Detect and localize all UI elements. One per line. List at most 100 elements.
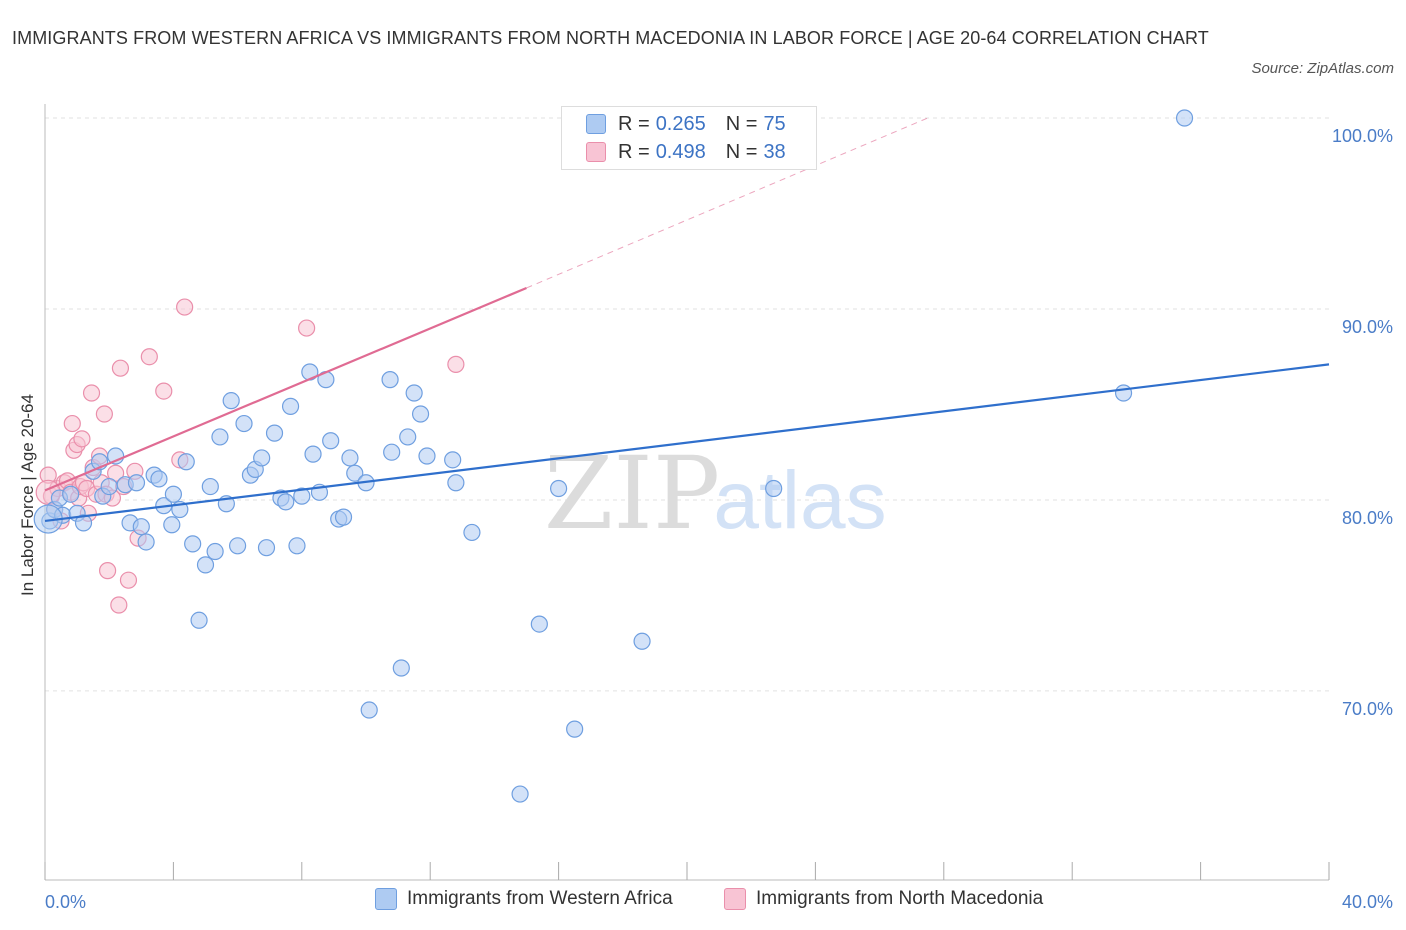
legend-label: Immigrants from North Macedonia [756,888,1044,909]
western-africa-point [447,474,465,492]
western-africa-point [184,535,202,553]
n-label: N = [725,112,758,135]
western-africa-point [399,428,417,446]
north-macedonia-point [63,414,81,433]
legend-swatch-pink [586,142,606,162]
western-africa-point [74,514,93,532]
western-africa-point [206,542,224,561]
north-macedonia-point [298,319,316,337]
watermark-zip: ZIP [544,435,720,552]
y-tick-label: 100.0% [1332,126,1393,146]
western-africa-point [190,611,208,629]
chart-title: IMMIGRANTS FROM WESTERN AFRICA VS IMMIGR… [12,28,1209,48]
western-africa-point [257,539,276,557]
western-africa-point [62,485,80,503]
western-africa-point [392,659,410,677]
correlation-legend: R = 0.265 N = 75 R = 0.498 N = 38 [561,106,817,170]
x-tick-label-start: 0.0% [45,892,86,912]
western-africa-point [288,537,306,555]
north-macedonia-point [82,384,101,402]
tick-labels: 70.0% 80.0% 90.0% 100.0% 0.0% 40.0% [45,126,1393,912]
legend-row-western-africa: R = 0.265 N = 75 [586,111,786,137]
legend-label: Immigrants from Western Africa [407,888,673,909]
north-macedonia-point [447,355,465,373]
trend-lines [44,117,1330,523]
western-africa-point [405,384,423,402]
legend-swatch-blue [586,114,606,134]
x-tick-label-end: 40.0% [1342,892,1393,912]
legend-swatch-blue [375,888,397,910]
western-africa-point [346,464,364,482]
legend-item-western-africa: Immigrants from Western Africa [375,888,673,910]
western-africa-point [334,508,353,526]
y-tick-label: 80.0% [1342,508,1393,528]
western-africa-point [1114,384,1133,402]
western-africa-point [293,487,311,505]
trend-line-western-africa [44,363,1330,523]
trend-line-north-macedonia [44,286,527,492]
western-africa-point [444,451,462,469]
western-africa-point [164,485,182,503]
north-macedonia-point [176,298,194,316]
r-label: R = [618,140,650,163]
western-africa-point [765,479,783,498]
legend-row-north-macedonia: R = 0.498 N = 38 [586,139,786,165]
western-africa-point [322,432,340,450]
north-macedonia-point [111,359,130,377]
n-value: 38 [763,140,786,163]
north-macedonia-point [140,348,158,366]
north-macedonia-point [95,405,113,423]
watermark: ZIP atlas [544,435,887,552]
western-africa-point [150,470,168,488]
y-tick-label: 90.0% [1342,317,1393,337]
western-africa-point [132,518,150,536]
western-africa-point [229,537,247,555]
western-africa-point [360,701,378,719]
legend-item-north-macedonia: Immigrants from North Macedonia [724,888,1043,910]
western-africa-point [511,785,529,803]
western-africa-point [253,449,271,467]
western-africa-point [277,493,295,511]
western-africa-point [201,477,219,496]
western-africa-point [177,453,195,471]
north-macedonia-point [110,596,128,614]
western-africa-point [222,392,240,410]
western-africa-point [411,405,430,423]
source-label: Source: ZipAtlas.com [1251,60,1394,77]
n-value: 75 [763,112,786,135]
y-tick-label: 70.0% [1342,699,1393,719]
western-africa-point [463,523,481,542]
watermark-atlas: atlas [713,455,886,546]
north-macedonia-point [155,382,173,400]
north-macedonia-point [119,571,138,589]
n-label: N = [725,140,758,163]
western-africa-point [633,632,651,650]
r-value: 0.265 [655,112,706,135]
western-africa-point [137,533,155,551]
western-africa-point [566,720,584,738]
western-africa-point [265,424,284,442]
western-africa-point [1175,109,1194,127]
western-africa-point [196,556,215,574]
western-africa-point [530,615,548,633]
r-value: 0.498 [655,140,706,163]
western-africa-point [304,445,322,463]
western-africa-point [341,449,359,467]
western-africa-point [281,397,300,415]
western-africa-point [100,477,118,496]
western-africa-point [549,479,568,498]
trend-line-north-macedonia-extension [526,117,928,289]
western-africa-point [127,474,146,492]
western-africa-point [381,371,399,389]
western-africa-point [235,414,253,433]
north-macedonia-point [98,562,117,580]
series-western-africa-points [33,109,1194,803]
western-africa-point [418,447,436,465]
series-legend: Immigrants from Western Africa Immigrant… [0,888,1406,916]
western-africa-point [211,428,229,446]
legend-swatch-pink [724,888,746,910]
r-label: R = [618,112,650,135]
western-africa-point [163,516,181,534]
north-macedonia-point [73,430,91,448]
